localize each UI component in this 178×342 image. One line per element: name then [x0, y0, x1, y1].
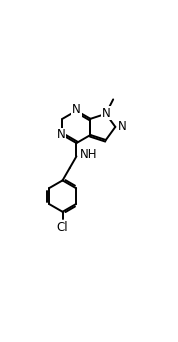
- Text: N: N: [72, 104, 81, 117]
- Text: NH: NH: [80, 148, 97, 161]
- Text: N: N: [57, 129, 65, 142]
- Text: Cl: Cl: [57, 221, 68, 234]
- Text: N: N: [102, 107, 111, 120]
- Text: N: N: [118, 120, 126, 133]
